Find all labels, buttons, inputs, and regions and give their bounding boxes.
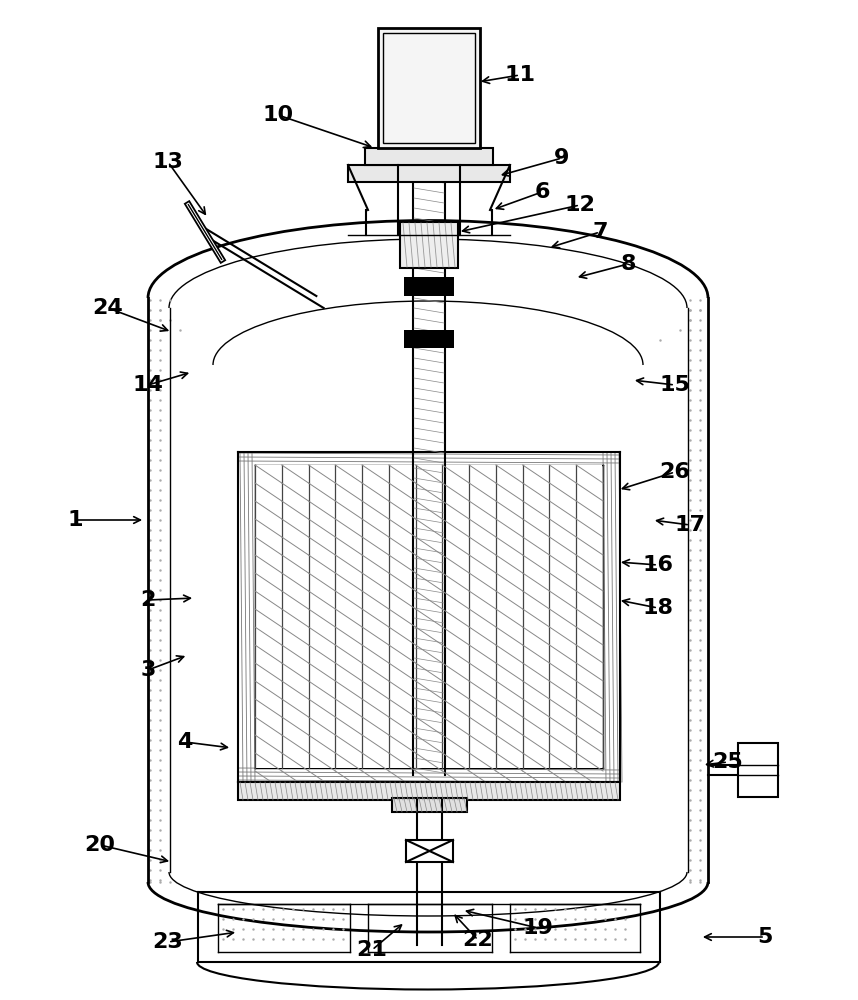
Text: 19: 19 [523,918,553,938]
Text: 14: 14 [133,375,163,395]
Bar [383,33,475,143]
Bar [392,798,467,812]
Bar [365,148,493,165]
Text: 24: 24 [93,298,124,318]
Text: 26: 26 [660,462,691,482]
Bar [404,277,454,296]
Text: 17: 17 [674,515,705,535]
Bar [406,840,453,862]
Text: 3: 3 [141,660,155,680]
Text: 5: 5 [758,927,773,947]
Text: 11: 11 [505,65,535,85]
Text: 23: 23 [153,932,184,952]
Text: 6: 6 [535,182,550,202]
Text: 7: 7 [592,222,607,242]
Bar [256,465,602,768]
Bar [400,222,458,268]
Text: 8: 8 [620,254,636,274]
Text: 4: 4 [178,732,193,752]
Text: 1: 1 [67,510,82,530]
Text: 10: 10 [263,105,293,125]
Bar [348,165,510,182]
Text: 9: 9 [554,148,570,168]
Text: 22: 22 [462,930,493,950]
Bar [738,743,778,797]
Text: 2: 2 [141,590,155,610]
Text: 13: 13 [153,152,184,172]
Text: 15: 15 [660,375,691,395]
Text: 20: 20 [84,835,116,855]
Text: 21: 21 [357,940,388,960]
Text: 25: 25 [713,752,743,772]
Text: 18: 18 [643,598,674,618]
Bar [378,28,480,148]
Bar [238,782,620,800]
Text: 12: 12 [565,195,595,215]
Text: 16: 16 [643,555,674,575]
Bar [404,330,454,348]
